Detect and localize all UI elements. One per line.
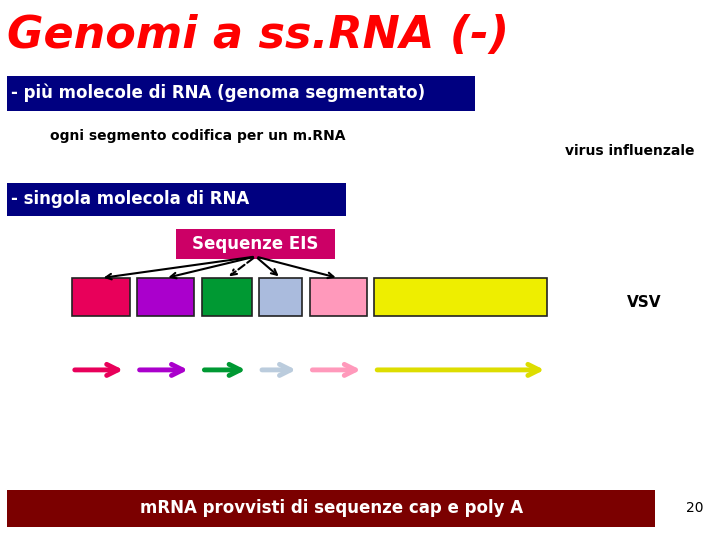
FancyBboxPatch shape [7, 76, 475, 111]
Text: mRNA provvisti di sequenze cap e poly A: mRNA provvisti di sequenze cap e poly A [140, 499, 523, 517]
FancyBboxPatch shape [176, 230, 335, 259]
Text: Sequenze EIS: Sequenze EIS [192, 235, 319, 253]
FancyBboxPatch shape [202, 278, 252, 316]
FancyBboxPatch shape [374, 278, 547, 316]
FancyBboxPatch shape [72, 278, 130, 316]
FancyBboxPatch shape [7, 183, 346, 216]
Text: Genomi a ss.RNA (-): Genomi a ss.RNA (-) [7, 14, 509, 57]
Text: 20: 20 [686, 501, 703, 515]
FancyBboxPatch shape [310, 278, 367, 316]
Text: ogni segmento codifica per un m.RNA: ogni segmento codifica per un m.RNA [50, 129, 346, 143]
FancyBboxPatch shape [7, 490, 655, 526]
Text: virus influenzale: virus influenzale [565, 144, 695, 158]
FancyBboxPatch shape [259, 278, 302, 316]
FancyBboxPatch shape [137, 278, 194, 316]
Text: - singola molecola di RNA: - singola molecola di RNA [11, 190, 249, 208]
Text: - più molecole di RNA (genoma segmentato): - più molecole di RNA (genoma segmentato… [11, 84, 425, 102]
Text: VSV: VSV [627, 295, 662, 310]
